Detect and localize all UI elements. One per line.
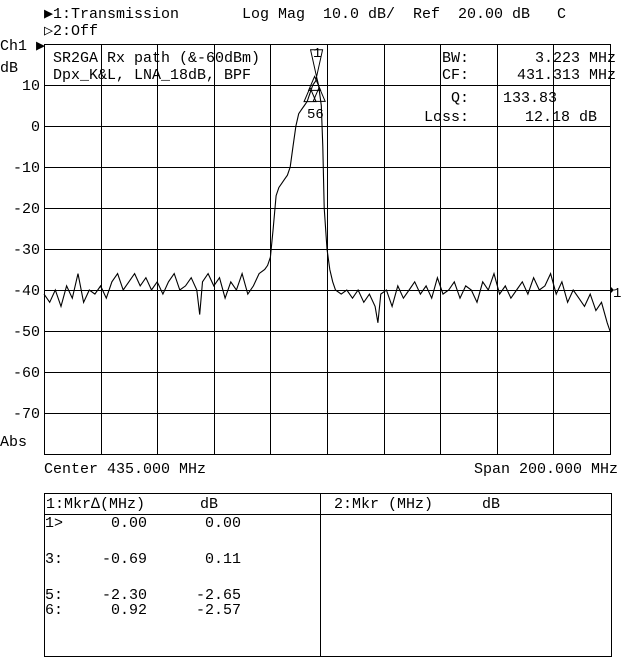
reference-marker-label: 1 [613, 286, 621, 302]
y-tick-label: -60 [13, 365, 40, 382]
marker-6-triangle [312, 86, 326, 102]
row-mhz: 0.92 [111, 602, 147, 619]
table-row[interactable]: 5: -2.30 -2.65 [45, 587, 241, 604]
row-db: -2.65 [196, 587, 241, 604]
trace2-label[interactable]: ▷2:Off [44, 23, 98, 40]
unit-label: dB [0, 60, 18, 77]
q-value: 133.83 [503, 90, 557, 107]
row-mhz: -2.30 [102, 587, 147, 604]
row-id: 6: [45, 602, 63, 619]
format-readout: Log Mag 10.0 dB/ Ref 20.00 dB C [242, 6, 566, 23]
row-id: 5: [45, 587, 63, 604]
span-frequency[interactable]: Span 200.000 MHz [474, 461, 618, 478]
bw-label: BW: [442, 50, 469, 67]
marker-5-triangle [303, 86, 317, 103]
marker-3-triangle [307, 75, 322, 91]
y-tick-label: 0 [31, 119, 40, 136]
y-tick-label: -70 [13, 406, 40, 423]
row-id: 3: [45, 551, 63, 568]
loss-label: Loss: [424, 109, 469, 126]
y-tick-label: -10 [13, 160, 40, 177]
row-db: 0.00 [205, 515, 241, 532]
channel-label: Ch1 ▶ [0, 38, 45, 55]
marker-56-label: 56 [307, 107, 324, 123]
row-mhz: -0.69 [102, 551, 147, 568]
table-right-header-db: dB [482, 496, 500, 513]
cf-label: CF: [442, 67, 469, 84]
table-left-header: 1:Mkr∆(MHz) [46, 496, 145, 513]
y-tick-label: -50 [13, 324, 40, 341]
row-db: 0.11 [205, 551, 241, 568]
marker-table: 1:Mkr∆(MHz) dB 2:Mkr (MHz) dB 1> 0.00 0.… [44, 493, 612, 657]
center-frequency[interactable]: Center 435.000 MHz [44, 461, 206, 478]
abs-label: Abs [0, 434, 27, 451]
y-tick-label: -40 [13, 283, 40, 300]
trace1-label[interactable]: ▶1:Transmission [44, 6, 179, 23]
y-tick-label: -30 [13, 242, 40, 259]
cf-value: 431.313 MHz [517, 67, 616, 84]
markers [303, 49, 614, 294]
table-row[interactable]: 3: -0.69 0.11 [45, 551, 241, 568]
y-tick-label: -20 [13, 201, 40, 218]
marker-1-triangle [309, 49, 324, 77]
table-row[interactable]: 6: 0.92 -2.57 [45, 602, 241, 619]
y-tick-label: 10 [22, 78, 40, 95]
bw-value: 3.223 MHz [535, 50, 616, 67]
table-left-header-db: dB [200, 496, 218, 513]
row-mhz: 0.00 [111, 515, 147, 532]
table-right-header: 2:Mkr (MHz) [334, 496, 433, 513]
q-label: Q: [451, 90, 469, 107]
title-line-2: Dpx_K&L, LNA_18dB, BPF [53, 67, 251, 84]
y-tick-labels: 10 0 -10 -20 -30 -40 -50 -60 -70 [13, 78, 40, 423]
reference-marker-arrow [610, 286, 614, 294]
marker-1-label: 1 [313, 46, 321, 62]
title-line-1: SR2GA Rx path (&-60dBm) [53, 50, 260, 67]
plot-grid [44, 44, 611, 455]
row-id: 1> [45, 515, 63, 532]
table-row[interactable]: 1> 0.00 0.00 [45, 515, 241, 532]
loss-value: 12.18 dB [525, 109, 597, 126]
row-db: -2.57 [196, 602, 241, 619]
